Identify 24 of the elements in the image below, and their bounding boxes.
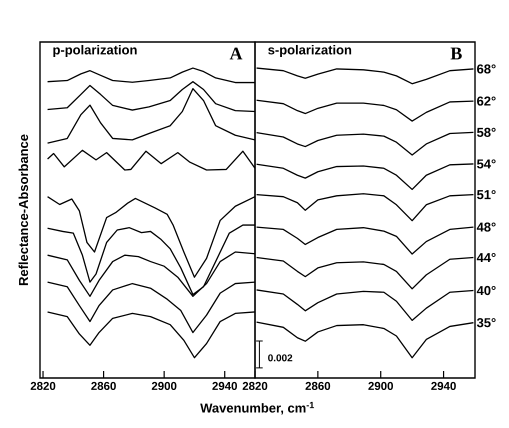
x-tick-label: 2940 bbox=[431, 382, 456, 390]
x-axis-title: Wavenumber, cm$^{-1}$ bbox=[200, 402, 314, 414]
series-label: 58° bbox=[477, 128, 496, 137]
x-tick-label: 2820 bbox=[30, 382, 56, 390]
series-label: 62° bbox=[477, 96, 496, 106]
x-tick-label: 2900 bbox=[152, 382, 176, 390]
series-label: 40° bbox=[476, 286, 496, 296]
series-label: 48° bbox=[476, 222, 496, 232]
x-tick-label: 2820 bbox=[242, 382, 268, 390]
text: B bbox=[450, 48, 462, 60]
x-tick-label: 2860 bbox=[91, 382, 116, 390]
chart-title: p-polarization bbox=[53, 44, 137, 58]
annotation: 0.002 bbox=[268, 354, 292, 362]
x-tick-label: 2860 bbox=[306, 382, 330, 390]
text: A bbox=[230, 48, 242, 60]
series-label: 54° bbox=[477, 159, 496, 169]
series-label: 44° bbox=[476, 252, 496, 262]
x-tick-label: 2940 bbox=[212, 382, 237, 390]
series-label: 68° bbox=[477, 64, 496, 74]
series-label: 35° bbox=[476, 318, 496, 328]
y-axis-title: Reflectance-Absorbance bbox=[18, 134, 28, 286]
chart-title: s-polarization bbox=[268, 44, 352, 58]
series-label: 51° bbox=[477, 190, 496, 200]
x-tick-label: 2900 bbox=[368, 382, 393, 390]
